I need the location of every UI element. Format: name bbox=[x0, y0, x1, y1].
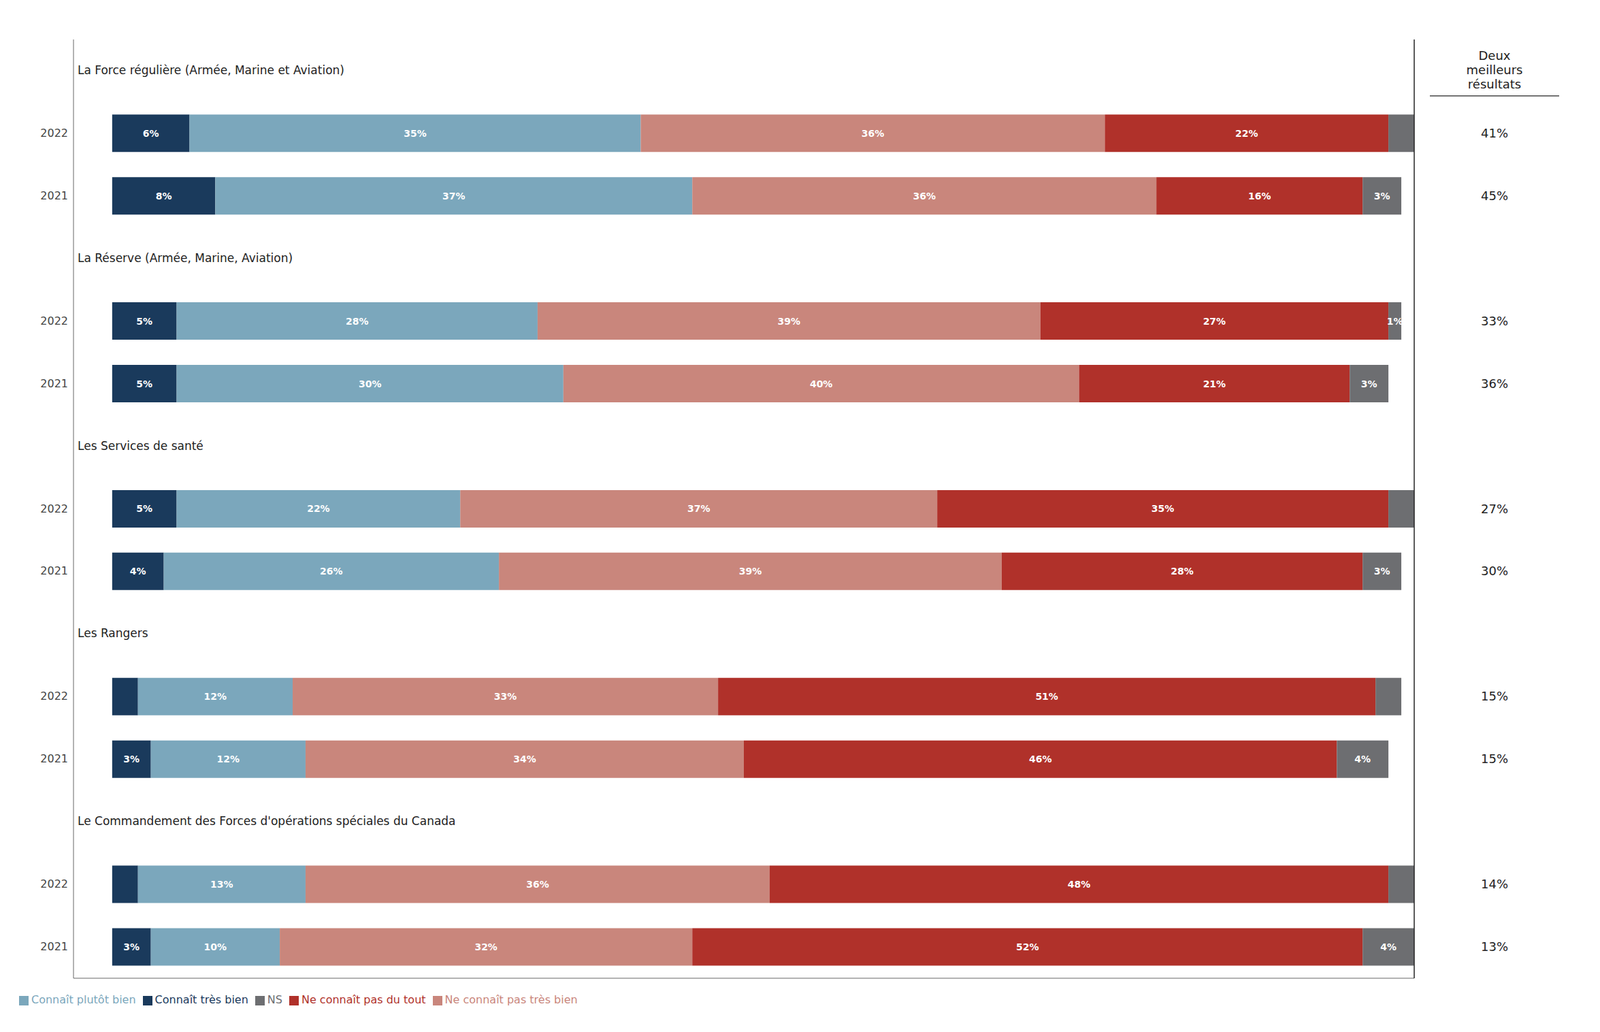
svg-text:2021: 2021 bbox=[40, 377, 69, 390]
html-text:Connaît plutôt bien: Connaît plutôt bien bbox=[31, 992, 136, 1006]
svg-text:52%: 52% bbox=[1016, 941, 1040, 953]
svg-text:5%: 5% bbox=[136, 502, 153, 514]
svg-text:Le Commandement des Forces d'o: Le Commandement des Forces d'opérations … bbox=[77, 813, 456, 828]
svg-text:28%: 28% bbox=[1170, 565, 1194, 577]
svg-text:45%: 45% bbox=[1480, 188, 1509, 203]
svg-text:21%: 21% bbox=[1203, 378, 1227, 390]
svg-text:5%: 5% bbox=[136, 378, 153, 390]
svg-text:15%: 15% bbox=[1480, 751, 1509, 766]
svg-text:36%: 36% bbox=[861, 127, 885, 139]
svg-text:32%: 32% bbox=[474, 941, 498, 953]
html-text:Ne connaît pas très bien: Ne connaît pas très bien bbox=[444, 992, 578, 1006]
svg-text:22%: 22% bbox=[1235, 127, 1259, 139]
svg-text:2022: 2022 bbox=[40, 689, 69, 703]
svg-text:2022: 2022 bbox=[40, 877, 69, 891]
svg-text:28%: 28% bbox=[345, 315, 369, 327]
svg-text:4%: 4% bbox=[129, 565, 147, 577]
svg-text:13%: 13% bbox=[210, 878, 234, 890]
svg-text:2021: 2021 bbox=[40, 939, 69, 953]
html-text:Ne connaît pas du tout: Ne connaît pas du tout bbox=[301, 992, 426, 1006]
svg-text:37%: 37% bbox=[442, 190, 466, 202]
svg-text:Deuxmeilleursrésultats: Deuxmeilleursrésultats bbox=[1466, 48, 1524, 92]
svg-text:46%: 46% bbox=[1029, 753, 1053, 765]
svg-text:36%: 36% bbox=[1480, 376, 1509, 391]
svg-text:39%: 39% bbox=[777, 315, 802, 327]
svg-text:2022: 2022 bbox=[40, 126, 69, 140]
svg-text:22%: 22% bbox=[306, 502, 331, 514]
svg-text:3%: 3% bbox=[1361, 378, 1378, 390]
svg-text:2021: 2021 bbox=[40, 752, 69, 765]
svg-text:40%: 40% bbox=[809, 378, 834, 390]
svg-text:3%: 3% bbox=[123, 941, 140, 953]
svg-text:2022: 2022 bbox=[40, 314, 69, 328]
svg-text:2022: 2022 bbox=[40, 502, 69, 516]
svg-text:12%: 12% bbox=[204, 690, 228, 702]
svg-text:35%: 35% bbox=[403, 127, 427, 139]
svg-text:6%: 6% bbox=[142, 127, 160, 139]
svg-text:3%: 3% bbox=[123, 753, 140, 765]
svg-text:48%: 48% bbox=[1067, 878, 1091, 890]
svg-text:41%: 41% bbox=[1480, 125, 1509, 141]
svg-text:27%: 27% bbox=[1203, 315, 1227, 327]
svg-text:Les Rangers: Les Rangers bbox=[77, 626, 149, 640]
svg-text:30%: 30% bbox=[358, 378, 382, 390]
svg-text:8%: 8% bbox=[155, 190, 173, 202]
svg-text:51%: 51% bbox=[1035, 690, 1059, 702]
svg-text:10%: 10% bbox=[204, 941, 228, 953]
svg-text:La Réserve (Armée, Marine, Avi: La Réserve (Armée, Marine, Aviation) bbox=[77, 251, 293, 265]
svg-text:4%: 4% bbox=[1380, 941, 1397, 953]
svg-text:4%: 4% bbox=[1354, 753, 1371, 765]
svg-text:Les Services de santé: Les Services de santé bbox=[77, 438, 204, 453]
html-text:Connaît très bien: Connaît très bien bbox=[154, 992, 249, 1006]
svg-text:5%: 5% bbox=[136, 315, 153, 327]
svg-text:30%: 30% bbox=[1480, 563, 1509, 578]
svg-text:39%: 39% bbox=[739, 565, 763, 577]
svg-text:13%: 13% bbox=[1480, 939, 1509, 954]
svg-text:33%: 33% bbox=[494, 690, 518, 702]
svg-text:34%: 34% bbox=[513, 753, 537, 765]
svg-text:2021: 2021 bbox=[40, 564, 69, 578]
svg-text:27%: 27% bbox=[1480, 501, 1509, 516]
svg-text:33%: 33% bbox=[1480, 313, 1509, 329]
svg-text:15%: 15% bbox=[1480, 688, 1509, 704]
svg-text:35%: 35% bbox=[1151, 502, 1175, 514]
svg-text:12%: 12% bbox=[217, 753, 241, 765]
svg-text:La Force régulière (Armée, Mar: La Force régulière (Armée, Marine et Avi… bbox=[77, 63, 345, 77]
svg-text:2021: 2021 bbox=[40, 189, 69, 203]
html-text:NS: NS bbox=[267, 992, 283, 1006]
svg-text:3%: 3% bbox=[1374, 565, 1391, 577]
svg-text:14%: 14% bbox=[1480, 876, 1509, 891]
svg-text:1%: 1% bbox=[1386, 315, 1404, 327]
svg-text:26%: 26% bbox=[319, 565, 344, 577]
svg-text:3%: 3% bbox=[1374, 190, 1391, 202]
svg-text:37%: 37% bbox=[687, 502, 711, 514]
svg-text:16%: 16% bbox=[1248, 190, 1272, 202]
svg-text:36%: 36% bbox=[912, 190, 936, 202]
svg-text:36%: 36% bbox=[526, 878, 550, 890]
